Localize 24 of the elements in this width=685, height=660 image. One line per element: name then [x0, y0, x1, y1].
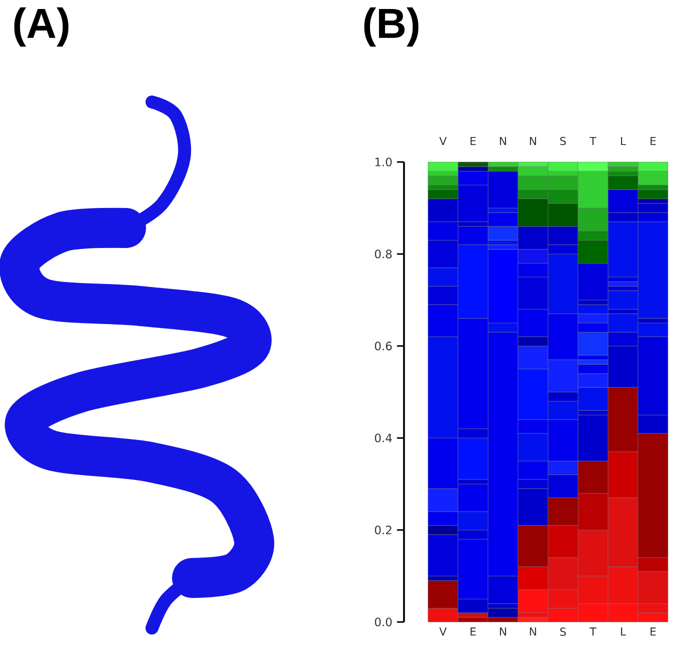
category-label: S: [560, 136, 566, 146]
y-tick-label: 0.6: [374, 342, 392, 350]
x-tick-label: E: [650, 628, 656, 636]
category-label: E: [650, 136, 656, 145]
y-tick-label: 1.0: [375, 158, 392, 166]
category-label: V: [439, 136, 447, 145]
text: (B): [364, 7, 418, 47]
category-label: L: [621, 136, 626, 145]
category-label: T: [590, 136, 596, 145]
y-tick-label: 0.2: [374, 526, 392, 534]
x-tick-label: L: [621, 628, 626, 636]
x-tick-label: N: [530, 628, 536, 636]
x-tick-label: V: [439, 628, 447, 636]
x-tick-label: S: [560, 628, 566, 636]
y-tick-label: 0.4: [374, 434, 392, 442]
text: (A): [14, 7, 68, 47]
category-label: N: [530, 136, 536, 145]
x-tick-label: E: [470, 628, 476, 636]
category-label: E: [470, 136, 476, 145]
y-tick-label: 0.8: [374, 250, 392, 258]
y-tick-label: 0.0: [374, 618, 392, 626]
category-label: N: [500, 136, 506, 145]
x-tick-label: T: [590, 628, 596, 636]
x-tick-label: N: [500, 628, 506, 636]
